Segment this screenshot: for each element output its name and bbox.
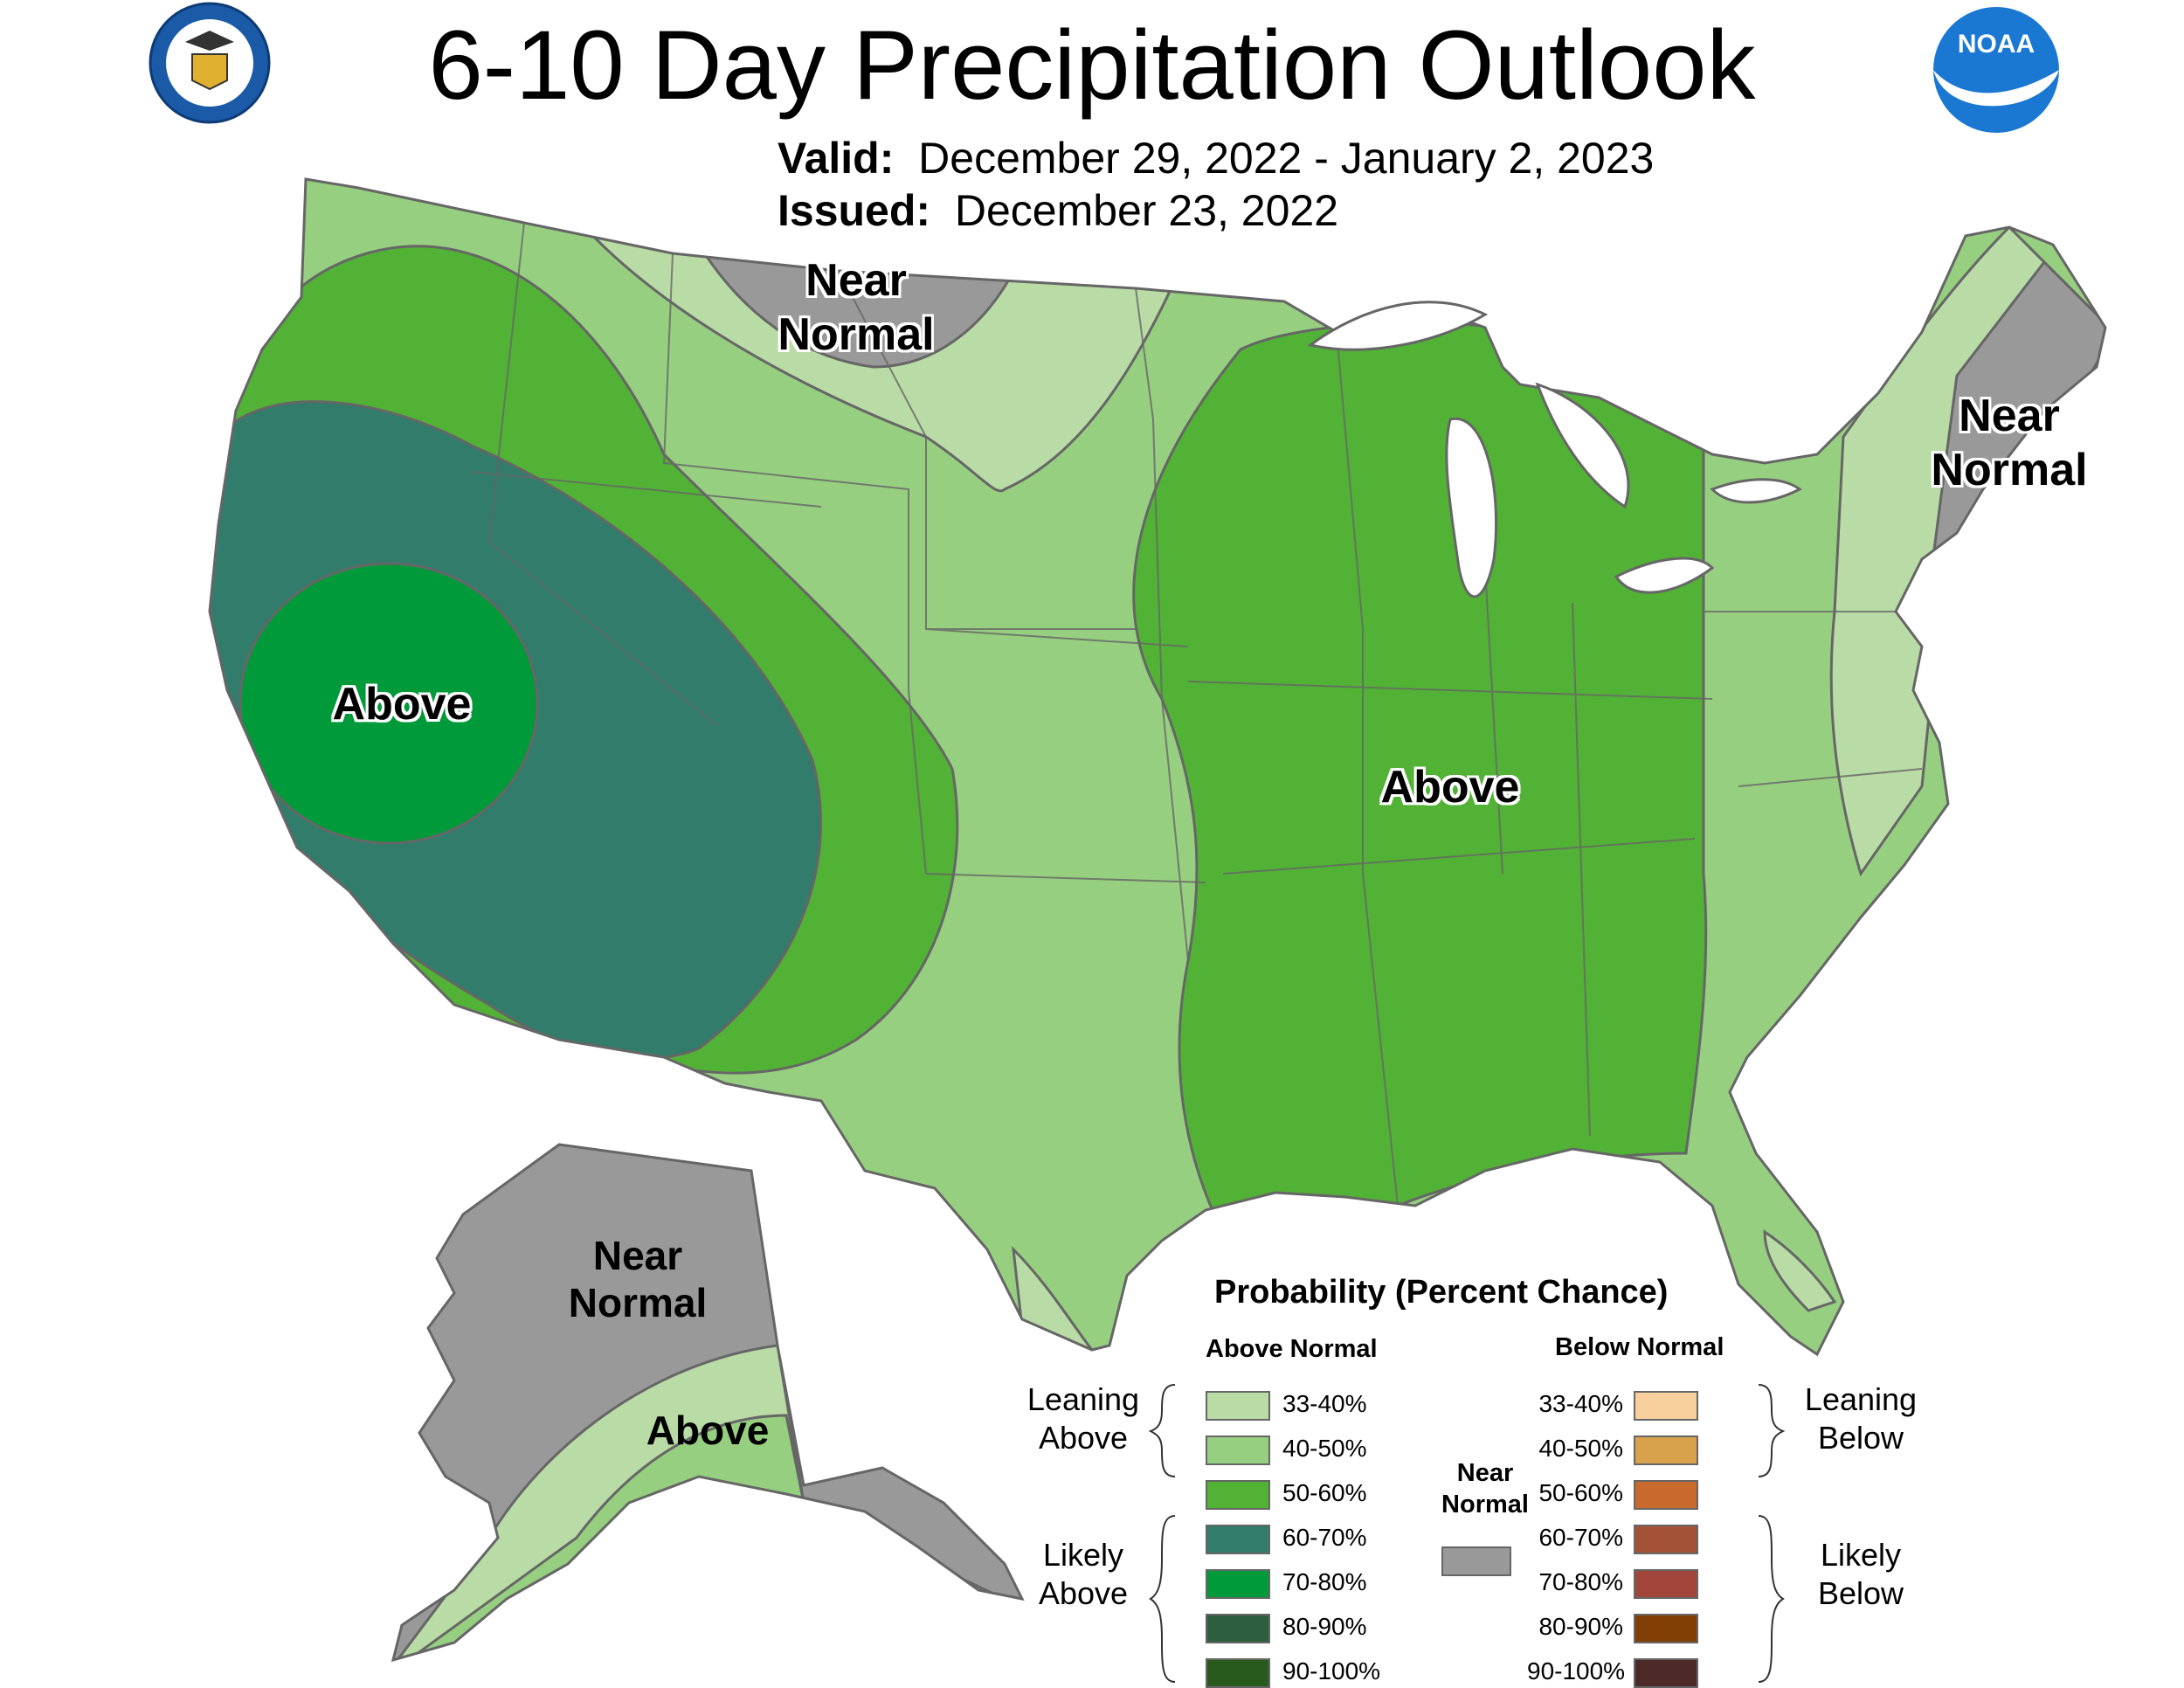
legend-below-swatch-5: [1634, 1569, 1698, 1599]
legend-above-swatch-6: [1206, 1614, 1270, 1643]
label-alaska-south: Above: [646, 1408, 770, 1453]
legend-above-range-3: 50-60%: [1282, 1479, 1367, 1506]
label-california: Above: [332, 679, 472, 730]
legend-likely-above: Likely Above: [1038, 1537, 1129, 1611]
legend-above-swatch-5: [1206, 1569, 1270, 1599]
legend-above-range-2: 40-50%: [1282, 1435, 1367, 1462]
legend-above-range-4: 60-70%: [1282, 1524, 1367, 1551]
legend-above-range-7: 90-100%: [1282, 1657, 1381, 1685]
legend: Probability (Percent Chance) Above Norma…: [978, 1258, 2184, 1688]
legend-likely-below: Likely Below: [1817, 1537, 1904, 1611]
noaa-logo-text: NOAA: [1958, 30, 2035, 59]
legend-below-swatch-2: [1634, 1435, 1698, 1465]
legend-below-range-3: 50-60%: [1538, 1479, 1623, 1506]
legend-above-swatch-4: [1206, 1525, 1270, 1554]
legend-below-header: Below Normal: [1555, 1333, 1724, 1361]
legend-below-swatch-6: [1634, 1614, 1698, 1643]
legend-above-range-5: 70-80%: [1282, 1568, 1367, 1595]
valid-line: Valid: December 29, 2022 - January 2, 20…: [778, 133, 1654, 183]
label-northeast: Near Normal: [1931, 391, 2088, 495]
legend-leaning-below: Leaning Below: [1804, 1381, 1918, 1456]
legend-below-range-4: 60-70%: [1538, 1524, 1623, 1551]
legend-below-swatch-1: [1634, 1391, 1698, 1421]
label-east: Above: [1380, 762, 1520, 813]
legend-above-range-1: 33-40%: [1282, 1390, 1367, 1417]
valid-label: Valid:: [778, 134, 895, 183]
legend-below-range-1: 33-40%: [1538, 1390, 1623, 1417]
legend-above-swatch-7: [1206, 1658, 1270, 1688]
legend-below-swatch-7: [1634, 1658, 1698, 1688]
issued-label: Issued:: [778, 186, 931, 235]
legend-title: Probability (Percent Chance): [1214, 1274, 1669, 1311]
legend-below-swatch-4: [1634, 1525, 1698, 1554]
issued-date: December 23, 2022: [954, 186, 1339, 235]
legend-below-range-7: 90-100%: [1527, 1657, 1626, 1685]
label-alaska-north: Near Normal: [568, 1233, 708, 1325]
legend-leaning-above: Leaning Above: [1026, 1381, 1140, 1456]
legend-above-swatch-1: [1206, 1391, 1270, 1421]
map-title: 6-10 Day Precipitation Outlook: [428, 10, 1756, 120]
legend-below-range-2: 40-50%: [1538, 1435, 1623, 1462]
legend-near-normal-swatch: [1441, 1546, 1511, 1576]
legend-brace-above: [1149, 1384, 1176, 1683]
legend-above-swatch-3: [1206, 1480, 1270, 1510]
label-north-plains: Near Normal: [778, 255, 935, 360]
legend-above-range-6: 80-90%: [1282, 1613, 1367, 1640]
legend-below-range-5: 70-80%: [1538, 1568, 1623, 1595]
legend-below-swatch-3: [1634, 1480, 1698, 1510]
legend-brace-below: [1758, 1384, 1786, 1683]
legend-above-header: Above Normal: [1206, 1335, 1378, 1363]
noaa-logo: NOAA: [1933, 7, 2059, 133]
department-of-commerce-seal: [149, 2, 271, 124]
legend-above-swatch-2: [1206, 1435, 1270, 1465]
issued-line: Issued: December 23, 2022: [778, 185, 1338, 236]
legend-below-range-6: 80-90%: [1538, 1613, 1623, 1640]
legend-near-normal-label: Near Normal: [1441, 1459, 1529, 1519]
valid-dates: December 29, 2022 - January 2, 2023: [918, 134, 1655, 183]
